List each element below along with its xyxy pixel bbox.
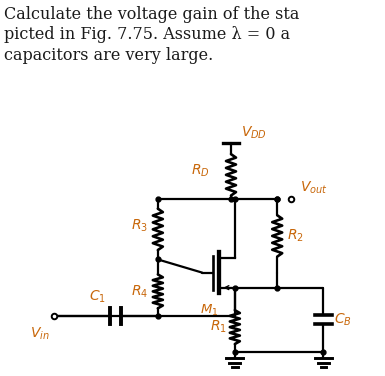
Text: Calculate the voltage gain of the sta: Calculate the voltage gain of the sta	[4, 6, 299, 23]
Text: capacitors are very large.: capacitors are very large.	[4, 47, 213, 64]
Text: $R_3$: $R_3$	[131, 217, 148, 234]
Text: $M_1$: $M_1$	[200, 303, 219, 318]
Text: $R_4$: $R_4$	[131, 283, 148, 300]
Text: $C_1$: $C_1$	[89, 288, 106, 305]
Text: $V_{out}$: $V_{out}$	[300, 179, 328, 196]
Text: $R_1$: $R_1$	[210, 319, 227, 335]
Text: picted in Fig. 7.75. Assume λ = 0 a: picted in Fig. 7.75. Assume λ = 0 a	[4, 26, 290, 43]
Text: $R_2$: $R_2$	[287, 228, 304, 244]
Text: $V_{in}$: $V_{in}$	[30, 325, 50, 342]
Text: $C_B$: $C_B$	[334, 311, 352, 328]
Text: $V_{DD}$: $V_{DD}$	[241, 124, 267, 141]
Text: $R_D$: $R_D$	[191, 163, 210, 179]
